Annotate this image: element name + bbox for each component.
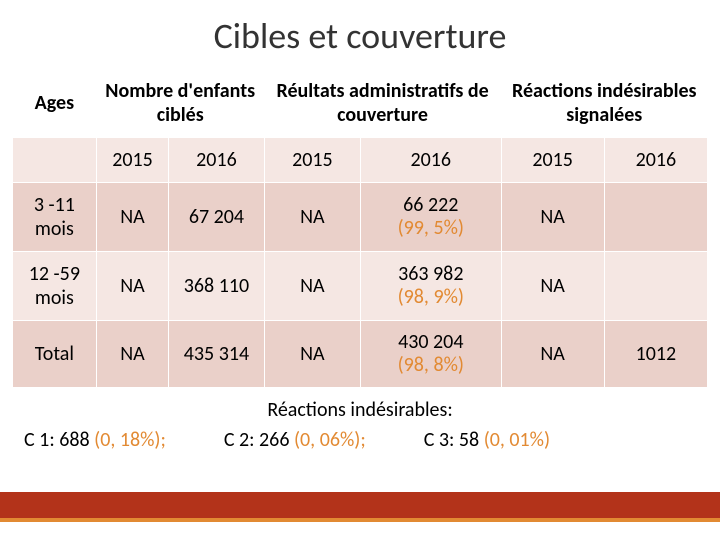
cell-value: NA [264, 183, 360, 252]
footer-bar [0, 492, 720, 518]
year-label: 2015 [501, 138, 604, 183]
cell-age: 12 -59 mois [13, 252, 97, 321]
col-ages: Ages [13, 69, 97, 138]
cell-value: 1012 [604, 321, 707, 388]
year-label: 2016 [604, 138, 707, 183]
header-row-groups: Ages Nombre d'enfants ciblés Réultats ad… [13, 69, 708, 138]
coverage-table: Ages Nombre d'enfants ciblés Réultats ad… [12, 68, 708, 388]
cell-value: 435 314 [169, 321, 264, 388]
cell-value: 66 222 (99, 5%) [361, 183, 501, 252]
cell-value: NA [96, 252, 169, 321]
cell-value: 368 110 [169, 252, 264, 321]
col-resultats: Réultats administratifs de couverture [264, 69, 501, 138]
cell-value: NA [501, 321, 604, 388]
year-label: 2016 [169, 138, 264, 183]
cell-value: 67 204 [169, 183, 264, 252]
reactions-summary-values: C 1: 688 (0, 18%); C 2: 266 (0, 06%); C … [0, 428, 720, 458]
cell-value: NA [264, 321, 360, 388]
header-row-years: 2015 2016 2015 2016 2015 2016 [13, 138, 708, 183]
year-label: 2016 [361, 138, 501, 183]
cell-value: 363 982 (98, 9%) [361, 252, 501, 321]
col-enfants: Nombre d'enfants ciblés [96, 69, 264, 138]
cell-value: NA [501, 252, 604, 321]
cell-value [604, 252, 707, 321]
page-title: Cibles et couverture [0, 0, 720, 68]
cell-age: 3 -11 mois [13, 183, 97, 252]
col-reactions: Réactions indésirables signalées [501, 69, 707, 138]
cell-value [604, 183, 707, 252]
table-row: Total NA 435 314 NA 430 204 (98, 8%) NA … [13, 321, 708, 388]
cell-value: NA [264, 252, 360, 321]
cell-age: Total [13, 321, 97, 388]
table-row: 12 -59 mois NA 368 110 NA 363 982 (98, 9… [13, 252, 708, 321]
cell-value: 430 204 (98, 8%) [361, 321, 501, 388]
table-row: 3 -11 mois NA 67 204 NA 66 222 (99, 5%) … [13, 183, 708, 252]
cell-value: NA [96, 183, 169, 252]
cell-value: NA [96, 321, 169, 388]
cell-value: NA [501, 183, 604, 252]
year-label: 2015 [264, 138, 360, 183]
footer-accent [0, 518, 720, 522]
year-label: 2015 [96, 138, 169, 183]
page-number: 4 [700, 523, 706, 537]
reactions-summary-label: Réactions indésirables: [0, 388, 720, 428]
